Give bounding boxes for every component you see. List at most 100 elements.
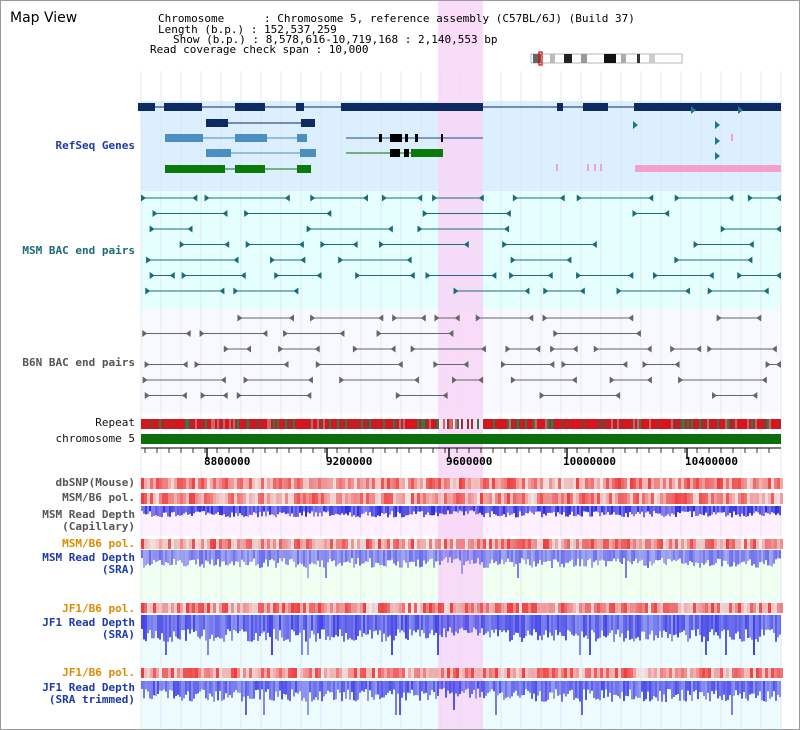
track-label-msm-b6-pol[interactable]: MSM/B6 pol. bbox=[62, 491, 135, 504]
polymorphism-bin bbox=[153, 603, 156, 613]
polymorphism-bin bbox=[696, 603, 699, 613]
read-depth-bar bbox=[229, 506, 231, 518]
read-depth-bar bbox=[231, 681, 233, 698]
track-label-msm-b6-pol-2[interactable]: MSM/B6 pol. bbox=[62, 537, 135, 550]
read-depth-bar bbox=[145, 550, 147, 566]
polymorphism-bin bbox=[357, 493, 360, 504]
read-depth-bar bbox=[517, 550, 519, 578]
polymorphism-bin bbox=[696, 539, 699, 549]
read-depth-bar bbox=[501, 506, 503, 516]
track-label-jf1-depth-trimmed[interactable]: JF1 Read Depth bbox=[42, 681, 135, 694]
polymorphism-bin bbox=[687, 478, 690, 489]
read-depth-bar bbox=[529, 550, 531, 566]
polymorphism-bin bbox=[549, 539, 552, 549]
polymorphism-bin bbox=[339, 668, 342, 678]
polymorphism-bin bbox=[150, 493, 153, 504]
read-depth-bar bbox=[735, 681, 737, 691]
msm-bac-pair-end bbox=[417, 194, 423, 202]
polymorphism-bin bbox=[648, 493, 651, 504]
read-depth-bar bbox=[597, 550, 599, 566]
track-label-dbsnp[interactable]: dbSNP(Mouse) bbox=[55, 476, 135, 489]
polymorphism-bin bbox=[588, 539, 591, 549]
read-depth-bar bbox=[653, 506, 655, 512]
b6n-bac-pair-end bbox=[220, 376, 226, 384]
read-depth-bar bbox=[651, 506, 653, 517]
polymorphism-bin bbox=[153, 493, 156, 504]
polymorphism-bin bbox=[591, 478, 594, 489]
repeat-element bbox=[769, 419, 771, 429]
read-depth-bar bbox=[157, 615, 159, 639]
track-label-jf1-b6-pol-2[interactable]: JF1/B6 pol. bbox=[62, 666, 135, 679]
read-depth-bar bbox=[425, 550, 427, 564]
repeat-element bbox=[381, 419, 383, 429]
repeat-element bbox=[483, 419, 485, 429]
polymorphism-bin bbox=[732, 668, 735, 678]
polymorphism-bin bbox=[270, 493, 273, 504]
read-depth-bar bbox=[673, 506, 675, 515]
read-depth-bar bbox=[741, 506, 743, 514]
track-label-refseq-genes[interactable]: RefSeq Genes bbox=[55, 139, 135, 152]
track-label-msm-depth-sra[interactable]: MSM Read Depth bbox=[42, 551, 135, 564]
repeat-element bbox=[379, 419, 381, 429]
polymorphism-bin bbox=[498, 668, 501, 678]
read-depth-bar bbox=[287, 550, 289, 566]
polymorphism-bin bbox=[618, 539, 621, 549]
track-label-msm-depth-capillary[interactable]: MSM Read Depth bbox=[42, 508, 135, 521]
track-label-b6n-bac[interactable]: B6N BAC end pairs bbox=[22, 356, 135, 369]
b6n-bac-pair-end bbox=[510, 376, 516, 384]
repeat-element bbox=[191, 419, 193, 429]
read-depth-bar bbox=[513, 506, 515, 514]
read-depth-bar bbox=[771, 550, 773, 567]
track-label-msm-bac[interactable]: MSM BAC end pairs bbox=[22, 244, 135, 257]
read-depth-bar bbox=[635, 615, 637, 639]
polymorphism-bin bbox=[378, 493, 381, 504]
polymorphism-bin bbox=[561, 493, 564, 504]
msm-bac-pair-end bbox=[293, 287, 299, 295]
polymorphism-bin bbox=[615, 493, 618, 504]
read-depth-bar bbox=[769, 681, 771, 699]
read-depth-bar bbox=[317, 550, 319, 561]
polymorphism-bin bbox=[231, 603, 234, 613]
polymorphism-bin bbox=[474, 539, 477, 549]
polymorphism-bin bbox=[414, 493, 417, 504]
read-depth-bar bbox=[727, 506, 729, 516]
read-depth-bar bbox=[499, 615, 501, 631]
read-depth-bar bbox=[527, 681, 529, 691]
read-depth-bar bbox=[775, 506, 777, 515]
polymorphism-bin bbox=[432, 603, 435, 613]
read-depth-bar bbox=[321, 681, 323, 702]
read-depth-bar bbox=[627, 550, 629, 561]
read-depth-bar bbox=[477, 681, 479, 689]
polymorphism-bin bbox=[576, 493, 579, 504]
track-label-jf1-b6-pol[interactable]: JF1/B6 pol. bbox=[62, 602, 135, 615]
read-depth-bar bbox=[543, 681, 545, 702]
polymorphism-bin bbox=[627, 668, 630, 678]
polymorphism-bin bbox=[144, 539, 147, 549]
polymorphism-bin bbox=[381, 478, 384, 489]
read-depth-bar bbox=[217, 550, 219, 560]
polymorphism-bin bbox=[453, 478, 456, 489]
polymorphism-bin bbox=[651, 493, 654, 504]
ruler-tick-label: 8800000 bbox=[204, 455, 251, 468]
polymorphism-bin bbox=[474, 493, 477, 504]
read-depth-bar bbox=[245, 506, 247, 516]
polymorphism-bin bbox=[414, 539, 417, 549]
read-depth-bar bbox=[165, 550, 167, 563]
polymorphism-bin bbox=[756, 603, 759, 613]
refseq-gene-exon bbox=[634, 103, 781, 111]
read-depth-bar bbox=[657, 615, 659, 639]
polymorphism-bin bbox=[192, 539, 195, 549]
refseq-transcript bbox=[235, 134, 267, 142]
polymorphism-bin bbox=[264, 603, 267, 613]
read-depth-bar bbox=[593, 681, 595, 698]
polymorphism-bin bbox=[771, 603, 774, 613]
polymorphism-bin bbox=[741, 478, 744, 489]
read-depth-bar bbox=[527, 506, 529, 514]
polymorphism-bin bbox=[441, 603, 444, 613]
msm-bac-pair-end bbox=[362, 194, 368, 202]
read-depth-bar bbox=[655, 615, 657, 636]
track-label-jf1-depth-sra[interactable]: JF1 Read Depth bbox=[42, 616, 135, 629]
read-depth-bar bbox=[573, 681, 575, 701]
read-depth-bar bbox=[389, 550, 391, 561]
